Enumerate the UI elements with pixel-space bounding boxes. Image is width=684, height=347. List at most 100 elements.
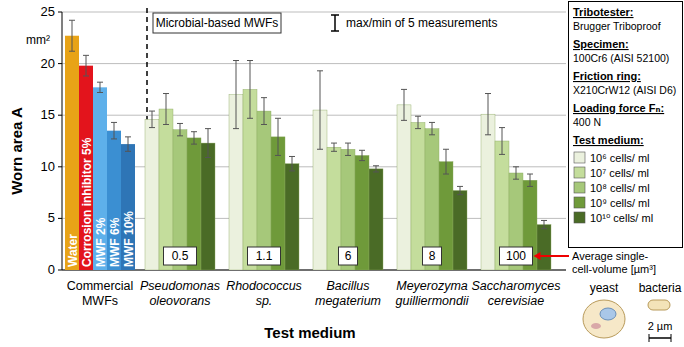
error-bar [233,61,239,129]
yeast-organelle [591,323,601,329]
error-line [418,116,419,128]
error-bar [149,111,155,128]
error-cap [345,143,351,144]
error-cap [443,149,449,150]
bar [93,87,107,270]
error-cap [317,70,323,71]
error-cap [205,157,211,158]
error-cap [111,122,117,123]
error-cap [275,118,281,119]
setup-label: Tribotester: [573,6,634,18]
legend-entry: 10⁹ cells/ ml [574,197,650,209]
cell-volume: 6 [345,249,352,263]
bar [107,131,121,270]
error-cap [499,154,505,155]
chart: 0510152025Worn area Amm²WaterCorrosion i… [0,0,684,347]
error-line [348,143,349,155]
cell-volume: 0.5 [172,249,189,263]
info-panel [569,2,683,248]
error-cap [261,124,267,125]
error-cap [485,134,491,135]
bar [397,105,411,270]
error-cap [415,116,421,117]
error-line [86,55,87,76]
yeast-nucleus [600,308,616,320]
error-cap [513,179,519,180]
error-bar [97,82,103,92]
error-cap [485,93,491,94]
error-bar [275,118,281,155]
group-label: Microbial-based MWFs [156,16,279,30]
tick [58,63,62,64]
error-line [432,122,433,134]
error-cap [345,155,351,156]
legend-label: 10⁸ cells/ ml [590,182,650,194]
error-line [194,132,195,144]
category-line: cerevisiae [488,294,544,308]
bar [285,164,299,270]
error-cap [83,55,89,56]
error-cap [275,155,281,156]
bar [121,144,135,270]
error-cap [373,171,379,172]
tick [58,218,62,219]
legend-entry: 10⁸ cells/ ml [574,182,650,194]
error-line [488,94,489,135]
error-cap [205,128,211,129]
cell-volume-box [423,247,442,265]
error-line [166,94,167,125]
error-cap [317,149,323,150]
error-cap [289,156,295,157]
error-cap [373,165,379,166]
error-cap [443,174,449,175]
error-line [114,122,115,139]
y-unit: mm² [26,33,50,47]
y-axis [62,12,63,270]
legend-entry: 10⁶ cells/ ml [574,152,650,164]
error-cap [541,228,547,229]
cell-volume-label: Average single- [572,250,649,262]
cell-volume-label: cell-volume [µm³] [572,263,656,275]
error-line [544,220,545,228]
legend-label: 10⁷ cells/ ml [590,167,649,179]
error-line [376,166,377,172]
bar [481,114,495,270]
cell-volume: 8 [429,249,436,263]
grid-line [62,63,566,64]
legend-label: 10⁶ cells/ ml [590,152,650,164]
setup-value: 400 N [573,116,601,128]
scale-bar [671,334,672,342]
tick [58,115,62,116]
error-bar [415,116,421,128]
error-line [264,98,265,125]
error-cap [149,111,155,112]
error-line [404,89,405,120]
setup-label: Specimen: [573,38,629,50]
setup-label: Friction ring: [573,70,641,82]
error-bar [331,143,337,151]
cell-volume-box [339,247,358,265]
error-cap [359,150,365,151]
category-line: Saccharomyces [472,279,561,293]
category-label: Meyerozymaguilliermondii [396,279,470,308]
error-cap [163,93,169,94]
error-bar [373,166,379,172]
category-line: Commercial [67,279,134,293]
error-bar [345,143,351,155]
cell-volume-box [500,247,533,265]
category-label: CommercialMWFs [67,279,134,308]
error-legend [331,14,339,16]
error-cap [163,124,169,125]
error-line [292,156,293,170]
error-cap [233,128,239,129]
legend-entry: 10¹⁰ cells/ ml [574,212,653,224]
error-note: max/min of 5 measurements [346,16,497,30]
error-line [502,128,503,155]
y-label: Worn area A [8,107,25,195]
error-cap [83,75,89,76]
scale-bar [649,334,650,342]
bars [65,36,551,270]
x-label: Test medium [264,324,355,341]
error-cap [177,135,183,136]
error-line [530,174,531,186]
